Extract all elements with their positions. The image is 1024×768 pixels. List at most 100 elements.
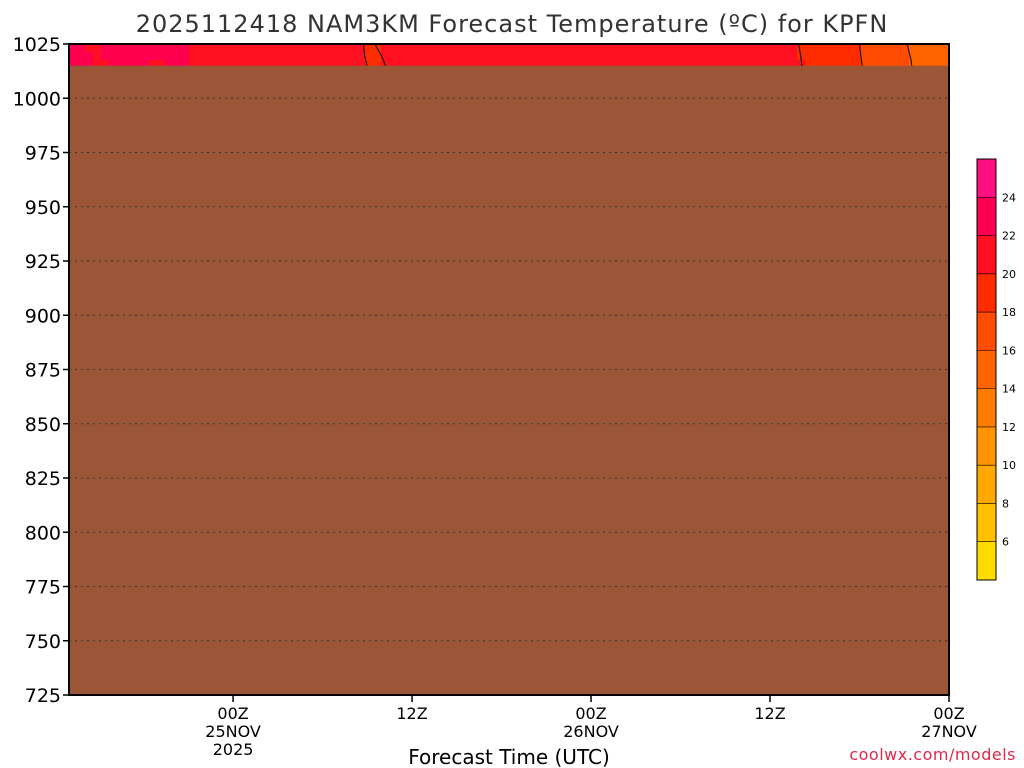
field-cell xyxy=(501,60,510,69)
field-cell xyxy=(429,60,438,69)
field-cell xyxy=(333,44,342,53)
field-cell xyxy=(173,44,182,53)
field-cell xyxy=(517,60,526,69)
field-cell xyxy=(269,60,278,69)
field-cell xyxy=(877,44,886,53)
field-cell xyxy=(461,44,470,53)
field-cell xyxy=(845,60,854,69)
field-cell xyxy=(941,44,949,53)
field-cell xyxy=(621,52,630,61)
field-cell xyxy=(853,44,862,53)
field-cell xyxy=(533,52,542,61)
field-cell xyxy=(525,44,534,53)
field-cell xyxy=(909,60,918,69)
field-cell xyxy=(293,52,302,61)
field-cell xyxy=(709,44,718,53)
field-cell xyxy=(949,188,958,197)
field-cell xyxy=(237,44,246,53)
field-cell xyxy=(781,52,790,61)
field-cell xyxy=(581,44,590,53)
field-cell xyxy=(277,60,286,69)
field-cell xyxy=(653,52,662,61)
field-cell xyxy=(469,44,478,53)
field-cell xyxy=(661,60,670,69)
field-cell xyxy=(949,52,958,61)
field-cell xyxy=(181,60,190,69)
field-cell xyxy=(565,60,574,69)
field-cell xyxy=(173,52,182,61)
field-cell xyxy=(749,60,758,69)
field-cell xyxy=(141,44,150,53)
field-cell xyxy=(885,44,894,53)
field-cell xyxy=(781,44,790,53)
field-cell xyxy=(861,44,870,53)
field-cell xyxy=(149,60,158,69)
field-cell xyxy=(621,60,630,69)
field-cell xyxy=(205,60,214,69)
field-cell xyxy=(197,52,206,61)
field-cell xyxy=(533,60,542,69)
field-cell xyxy=(557,52,566,61)
plot-area: 810101012121214141414161614161818182020 xyxy=(69,44,958,695)
field-cell xyxy=(741,52,750,61)
field-cell xyxy=(829,44,838,53)
field-cell xyxy=(717,52,726,61)
field-cell xyxy=(565,52,574,61)
field-cell xyxy=(597,44,606,53)
field-cell xyxy=(277,52,286,61)
field-cell xyxy=(341,44,350,53)
field-cell xyxy=(733,52,742,61)
field-cell xyxy=(717,60,726,69)
field-cell xyxy=(517,44,526,53)
field-cell xyxy=(949,236,958,245)
field-cell xyxy=(709,60,718,69)
field-cell xyxy=(797,52,806,61)
field-cell xyxy=(421,60,430,69)
field-cell xyxy=(869,44,878,53)
field-cell xyxy=(301,60,310,69)
field-cell xyxy=(341,60,350,69)
field-cell xyxy=(509,60,518,69)
field-cell xyxy=(829,60,838,69)
field-cell xyxy=(93,60,102,69)
field-cell xyxy=(749,44,758,53)
field-cell xyxy=(725,52,734,61)
field-cell xyxy=(309,52,318,61)
field-cell xyxy=(765,44,774,53)
field-cell xyxy=(949,284,958,293)
field-cell xyxy=(389,44,398,53)
field-cell xyxy=(653,44,662,53)
field-cell xyxy=(773,44,782,53)
field-cell xyxy=(773,52,782,61)
field-cell xyxy=(149,44,158,53)
field-cell xyxy=(717,44,726,53)
field-cell xyxy=(949,276,958,285)
field-cell xyxy=(789,44,798,53)
field-cell xyxy=(949,196,958,205)
field-cell xyxy=(157,60,166,69)
field-cell xyxy=(653,60,662,69)
field-cell xyxy=(701,52,710,61)
field-cell xyxy=(733,44,742,53)
field-cell xyxy=(573,60,582,69)
field-cell xyxy=(765,60,774,69)
field-cell xyxy=(949,220,958,229)
field-cell xyxy=(405,60,414,69)
field-cell xyxy=(933,44,942,53)
field-cell xyxy=(949,140,958,149)
field-cell xyxy=(317,52,326,61)
field-cell xyxy=(637,52,646,61)
field-cell xyxy=(949,84,958,93)
field-cell xyxy=(949,244,958,253)
field-cell xyxy=(581,52,590,61)
field-cell xyxy=(741,60,750,69)
field-cell xyxy=(765,52,774,61)
field-cell xyxy=(869,52,878,61)
field-cell xyxy=(805,52,814,61)
field-cell xyxy=(333,52,342,61)
field-cell xyxy=(413,60,422,69)
field-cell xyxy=(349,60,358,69)
field-cell xyxy=(141,52,150,61)
field-cell xyxy=(845,44,854,53)
field-cell xyxy=(525,60,534,69)
